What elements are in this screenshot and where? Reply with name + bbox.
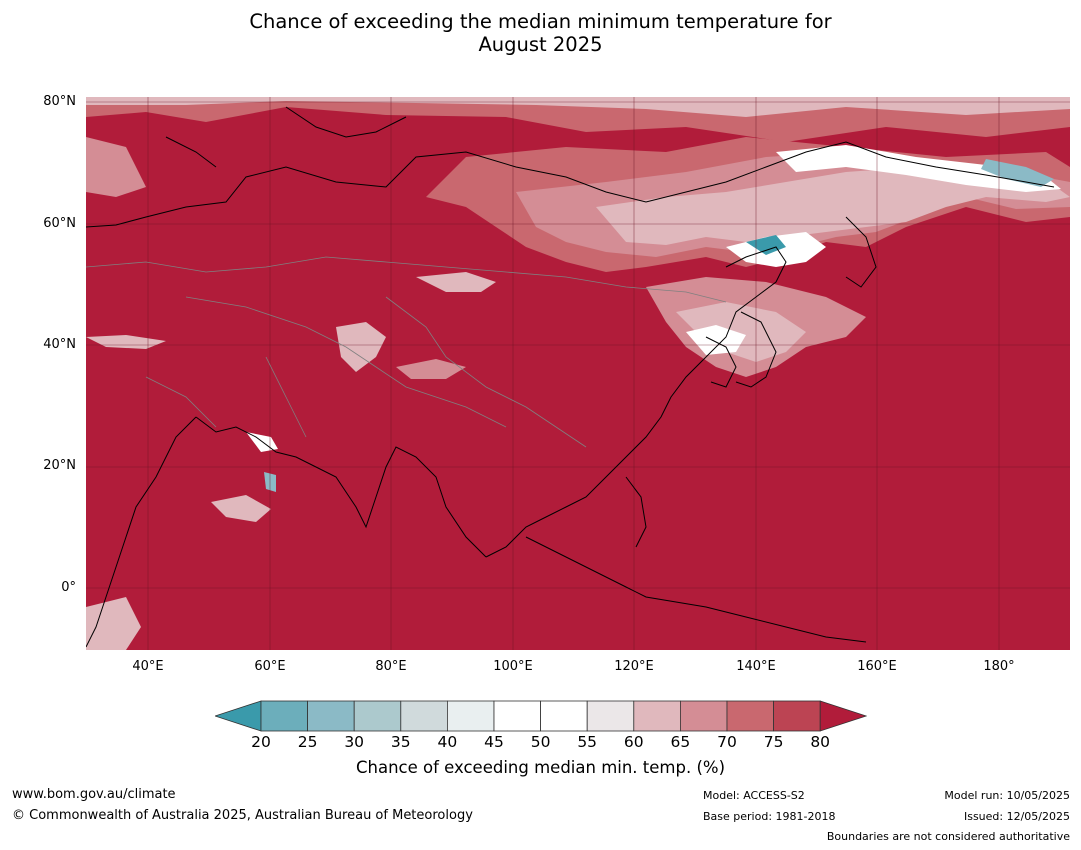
colorbar-segment (446, 700, 495, 732)
colorbar-segment (586, 700, 635, 732)
lat-label-0: 0° (61, 580, 76, 595)
colorbar-tick-label: 80 (810, 733, 831, 751)
lat-label-40n: 40°N (43, 337, 76, 352)
colorbar-label: Chance of exceeding median min. temp. (%… (355, 758, 726, 777)
footer-model: Model: ACCESS-S2 (703, 789, 805, 802)
lon-label-100e: 100°E (493, 659, 533, 674)
footer-issued: Issued: 12/05/2025 (963, 810, 1070, 823)
colorbar-tick-label: 45 (484, 733, 504, 751)
lat-label-60n: 60°N (43, 216, 76, 231)
colorbar-tick-label: 50 (530, 733, 551, 751)
footer-base-period: Base period: 1981-2018 (703, 810, 836, 823)
colorbar-tick-label: 55 (577, 733, 598, 751)
colorbar-low-extend (215, 700, 262, 732)
footer-model-run: Model run: 10/05/2025 (944, 789, 1070, 802)
colorbar-segment (400, 700, 448, 732)
lon-label-40e: 40°E (132, 659, 164, 674)
footer-url[interactable]: www.bom.gov.au/climate (12, 787, 176, 802)
colorbar-tick-label: 75 (763, 733, 784, 751)
lon-label-160e: 160°E (857, 659, 897, 674)
colorbar-tick-label: 65 (670, 733, 691, 751)
colorbar-segment (353, 700, 402, 732)
colorbar-tick-label: 30 (344, 733, 365, 751)
colorbar-tick-label: 40 (437, 733, 458, 751)
lat-label-20n: 20°N (43, 458, 76, 473)
lon-label-120e: 120°E (614, 659, 654, 674)
lat-label-80n: 80°N (43, 94, 76, 109)
footer-copyright: © Commonwealth of Australia 2025, Austra… (12, 808, 473, 823)
title-line-1: Chance of exceeding the median minimum t… (249, 10, 832, 33)
probability-map (86, 97, 1070, 650)
colorbar-segment (260, 700, 308, 732)
country-boundaries (86, 256, 727, 448)
colorbar-segment (307, 700, 355, 732)
lon-label-140e: 140°E (736, 659, 776, 674)
colorbar-tick-label: 20 (251, 733, 271, 751)
colorbar (215, 700, 867, 732)
colorbar-segment (726, 700, 774, 732)
colorbar-segment (773, 700, 821, 732)
colorbar-segment (493, 700, 541, 732)
lon-label-180: 180° (983, 659, 1015, 674)
footer-disclaimer: Boundaries are not considered authoritat… (826, 830, 1070, 843)
colorbar-segment (633, 700, 681, 732)
colorbar-tick-label: 70 (717, 733, 737, 751)
lon-label-80e: 80°E (375, 659, 407, 674)
colorbar-tick-label: 35 (390, 733, 411, 751)
colorbar-segment (679, 700, 728, 732)
colorbar-tick-label: 60 (623, 733, 644, 751)
map-title: Chance of exceeding the median minimum t… (0, 10, 1081, 56)
lon-label-60e: 60°E (254, 659, 286, 674)
colorbar-segment (540, 700, 588, 732)
coastlines (86, 106, 1055, 648)
colorbar-tick-label: 25 (297, 733, 318, 751)
graticule (86, 97, 1070, 650)
colorbar-high-extend (819, 700, 867, 732)
title-line-2: August 2025 (478, 33, 603, 56)
